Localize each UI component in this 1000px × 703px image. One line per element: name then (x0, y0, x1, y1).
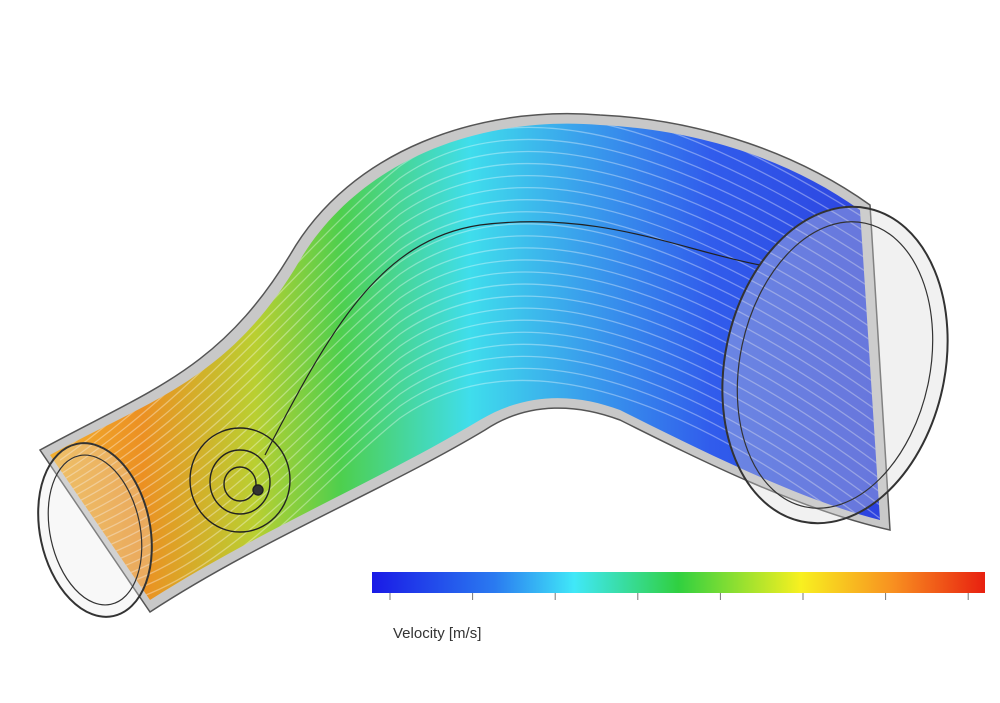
sensor (189, 427, 291, 533)
inlet (37, 442, 153, 618)
streamline (59, 355, 880, 600)
streamline (59, 187, 880, 512)
streamline (59, 211, 880, 526)
streamline (59, 199, 880, 519)
streamline (59, 138, 880, 483)
streamline (59, 343, 880, 600)
outlet (721, 205, 949, 525)
streamline (59, 295, 880, 577)
streamline (59, 331, 880, 598)
outlet-inner (736, 221, 934, 509)
streamline (59, 271, 880, 562)
inlet-inner (47, 454, 143, 606)
streamline (59, 235, 880, 541)
pipe (37, 112, 949, 618)
streamline (59, 247, 880, 548)
colorbar-ticks (389, 593, 969, 600)
streamline (59, 259, 880, 555)
streamline (59, 283, 880, 569)
color-legend: Velocity [m/s] (372, 572, 985, 642)
streamline (59, 223, 880, 533)
streamline (59, 307, 880, 584)
colorbar (372, 572, 985, 593)
streamline (59, 319, 880, 591)
streamline (59, 175, 880, 504)
center-line (264, 221, 761, 456)
streamline (59, 150, 880, 490)
streamline (59, 162, 880, 497)
legend-label: Velocity [m/s] (393, 625, 481, 642)
